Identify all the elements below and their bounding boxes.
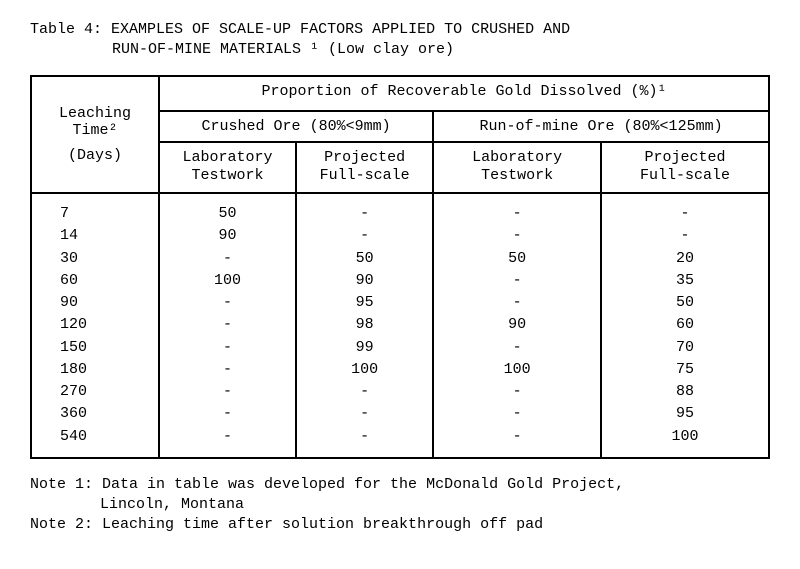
- rom-proj-cell: 20: [601, 248, 769, 270]
- days-cell: 30: [31, 248, 159, 270]
- crushed-lab-cell: -: [159, 292, 296, 314]
- rom-lab-cell: 100: [433, 359, 601, 381]
- table-row: 360---95: [31, 403, 769, 425]
- crushed-lab-cell: 50: [159, 193, 296, 225]
- days-cell: 14: [31, 225, 159, 247]
- table-row: 120-989060: [31, 314, 769, 336]
- rom-proj-cell: 100: [601, 426, 769, 458]
- table-row: 270---88: [31, 381, 769, 403]
- rom-lab-cell: -: [433, 337, 601, 359]
- rom-proj-cell: 60: [601, 314, 769, 336]
- header-crushed: Crushed Ore (80%<9mm): [159, 111, 433, 142]
- header-crushed-lab: LaboratoryTestwork: [159, 142, 296, 194]
- table-title-line2: RUN-OF-MINE MATERIALS ¹ (Low clay ore): [30, 41, 454, 58]
- days-cell: 150: [31, 337, 159, 359]
- table-caption: Table 4: EXAMPLES OF SCALE-UP FACTORS AP…: [30, 20, 770, 61]
- rom-proj-cell: 70: [601, 337, 769, 359]
- table-row: 30-505020: [31, 248, 769, 270]
- crushed-lab-cell: -: [159, 359, 296, 381]
- rom-proj-cell: 75: [601, 359, 769, 381]
- note-1-line1: Note 1: Data in table was developed for …: [30, 475, 770, 495]
- table-row: 150-99-70: [31, 337, 769, 359]
- header-leaching-units: (Days): [40, 147, 150, 164]
- crushed-proj-cell: -: [296, 225, 433, 247]
- header-runofmine: Run-of-mine Ore (80%<125mm): [433, 111, 769, 142]
- crushed-lab-cell: -: [159, 381, 296, 403]
- header-leaching-l1: Leaching: [40, 105, 150, 122]
- crushed-proj-cell: -: [296, 426, 433, 458]
- rom-lab-cell: -: [433, 403, 601, 425]
- scaleup-table: Leaching Time² (Days) Proportion of Reco…: [30, 75, 770, 459]
- crushed-lab-cell: 100: [159, 270, 296, 292]
- header-rom-lab: LaboratoryTestwork: [433, 142, 601, 194]
- rom-lab-cell: 50: [433, 248, 601, 270]
- days-cell: 7: [31, 193, 159, 225]
- rom-lab-cell: -: [433, 292, 601, 314]
- crushed-proj-cell: 100: [296, 359, 433, 381]
- crushed-lab-cell: -: [159, 248, 296, 270]
- rom-lab-cell: 90: [433, 314, 601, 336]
- crushed-proj-cell: -: [296, 381, 433, 403]
- crushed-lab-cell: -: [159, 426, 296, 458]
- rom-proj-cell: 95: [601, 403, 769, 425]
- days-cell: 180: [31, 359, 159, 381]
- rom-proj-cell: -: [601, 225, 769, 247]
- rom-proj-cell: 35: [601, 270, 769, 292]
- table-row: 180-10010075: [31, 359, 769, 381]
- rom-lab-cell: -: [433, 426, 601, 458]
- rom-lab-cell: -: [433, 381, 601, 403]
- days-cell: 270: [31, 381, 159, 403]
- table-title-line1: EXAMPLES OF SCALE-UP FACTORS APPLIED TO …: [111, 21, 570, 38]
- crushed-lab-cell: -: [159, 403, 296, 425]
- crushed-lab-cell: -: [159, 337, 296, 359]
- rom-lab-cell: -: [433, 270, 601, 292]
- note-1-line2: Lincoln, Montana: [30, 495, 770, 515]
- crushed-lab-cell: 90: [159, 225, 296, 247]
- table-row: 6010090-35: [31, 270, 769, 292]
- table-notes: Note 1: Data in table was developed for …: [30, 475, 770, 536]
- rom-lab-cell: -: [433, 225, 601, 247]
- rom-proj-cell: -: [601, 193, 769, 225]
- days-cell: 90: [31, 292, 159, 314]
- rom-lab-cell: -: [433, 193, 601, 225]
- header-proportion: Proportion of Recoverable Gold Dissolved…: [159, 76, 769, 111]
- rom-proj-cell: 50: [601, 292, 769, 314]
- table-row: 750---: [31, 193, 769, 225]
- days-cell: 540: [31, 426, 159, 458]
- crushed-lab-cell: -: [159, 314, 296, 336]
- table-row: 90-95-50: [31, 292, 769, 314]
- days-cell: 120: [31, 314, 159, 336]
- header-crushed-proj: ProjectedFull-scale: [296, 142, 433, 194]
- note-2: Note 2: Leaching time after solution bre…: [30, 515, 770, 535]
- crushed-proj-cell: 98: [296, 314, 433, 336]
- table-row: 1490---: [31, 225, 769, 247]
- table-row: 540---100: [31, 426, 769, 458]
- crushed-proj-cell: 99: [296, 337, 433, 359]
- table-number: Table 4:: [30, 21, 102, 38]
- crushed-proj-cell: 95: [296, 292, 433, 314]
- header-leaching-l2: Time²: [40, 122, 150, 139]
- days-cell: 360: [31, 403, 159, 425]
- rom-proj-cell: 88: [601, 381, 769, 403]
- crushed-proj-cell: 50: [296, 248, 433, 270]
- header-leaching-time: Leaching Time² (Days): [31, 76, 159, 194]
- header-rom-proj: ProjectedFull-scale: [601, 142, 769, 194]
- crushed-proj-cell: -: [296, 193, 433, 225]
- crushed-proj-cell: 90: [296, 270, 433, 292]
- crushed-proj-cell: -: [296, 403, 433, 425]
- days-cell: 60: [31, 270, 159, 292]
